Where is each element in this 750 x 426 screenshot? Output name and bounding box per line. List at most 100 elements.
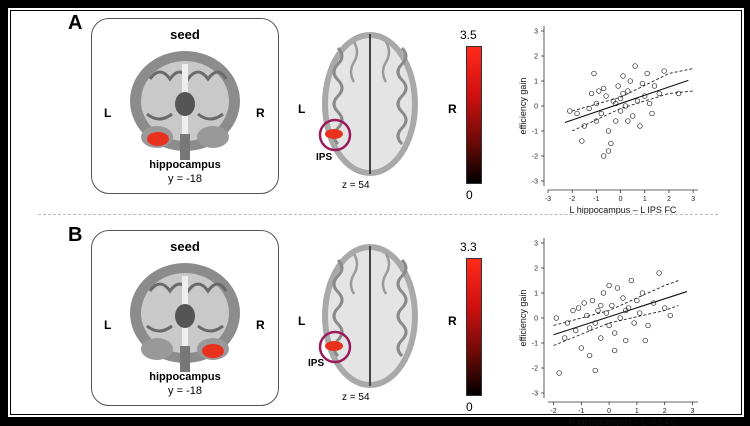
data-point [622,103,629,109]
right-hemi-label: R [256,318,265,332]
y-tick-label: 2 [534,266,538,273]
data-point [603,93,609,99]
data-point [613,100,619,107]
data-point [598,110,604,117]
right-hemi-label: R [256,106,265,120]
seed-roi-left-hippocampus [147,132,169,146]
roi-label: hippocampus [149,371,221,383]
x-tick-label: 2 [667,196,671,203]
ips-activation [325,129,343,139]
data-point [630,113,636,119]
x-tick-label: -1 [593,196,599,203]
y-tick-label: 2 [534,54,538,61]
data-point [645,322,651,329]
left-hemi-label: L [104,318,112,332]
data-point [651,83,658,89]
data-point [625,118,631,124]
panel-label: A [68,12,83,34]
data-point [667,312,673,319]
data-point [600,85,607,92]
data-point [589,297,596,304]
fit-line [564,79,689,123]
data-point [591,70,597,77]
data-point [605,128,612,134]
data-point [579,138,585,144]
colorbar-min: 0 [466,400,473,414]
data-point [639,290,646,296]
data-point [650,300,657,306]
colorbar [466,258,482,396]
x-tick-label: 3 [691,196,695,203]
data-point [642,337,648,344]
seed-title: seed [170,27,200,42]
data-point [617,95,624,102]
seed-roi-right-hippocampus [202,344,224,358]
data-point [617,315,623,321]
colorbar-max: 3.3 [460,240,477,254]
data-point [656,270,662,276]
fit-line [553,291,688,336]
data-point [603,310,609,316]
x-axis-label: R hippocampus – L IPS FC [569,417,678,426]
y-tick-label: 3 [534,29,538,36]
y-tick-label: -2 [532,154,538,161]
data-point [639,80,646,87]
ips-label: IPS [316,152,333,163]
coronal-brain-image [130,51,240,160]
data-point [587,325,593,331]
data-point [592,367,598,374]
x-tick-label: 3 [690,408,694,415]
y-axis-label: efficiency gain [518,290,528,347]
y-tick-label: 1 [534,79,538,86]
data-point [593,100,600,107]
data-point [634,297,640,304]
data-point [637,123,643,129]
axial-brain-image [318,244,418,388]
colorbar-max: 3.5 [460,28,477,42]
y-tick-label: -1 [532,129,538,136]
data-point [617,108,624,114]
data-point [578,345,584,351]
data-point [586,105,592,112]
colorbar-min: 0 [466,188,473,202]
data-point [632,63,638,69]
x-tick-label: -1 [578,408,584,415]
x-tick-label: 1 [635,408,639,415]
data-point [575,305,582,311]
data-point [606,322,612,329]
roi-label: hippocampus [149,159,221,171]
data-point [605,148,612,154]
data-point [661,68,667,74]
data-point [562,335,568,341]
ci-lower-line [553,305,679,346]
data-point [556,370,562,376]
y-tick-label: 0 [534,316,538,323]
axial-left-label: L [298,102,306,116]
data-point [592,320,598,326]
x-tick-label: -3 [545,196,551,203]
data-point [620,73,626,79]
data-point [627,78,633,84]
data-point [598,335,604,341]
seed-title: seed [170,239,200,254]
data-point [553,315,559,321]
x-tick-label: -2 [569,196,575,203]
x-axis-label: L hippocampus – L IPS FC [570,205,677,214]
x-tick-label: -2 [550,408,556,415]
data-point [625,88,631,94]
scatter-plot-a: -3 -2 -1 0 1 2 3 -3 -2 -1 0 1 2 3 L hippocampus – L IP… [518,26,698,214]
axial-left-label: L [298,314,306,328]
data-point [567,108,573,114]
seed-box: seed hippocampus y = -18 [91,18,279,194]
data-point [642,93,648,99]
axial-right-label: R [448,102,457,116]
data-point [600,153,607,159]
y-tick-label: -2 [532,366,538,373]
data-point [613,118,619,124]
data-point [644,70,650,77]
y-tick-label: -3 [532,179,538,186]
data-point [637,310,643,316]
colorbar [466,46,482,184]
x-tick-label: 1 [643,196,647,203]
coord-label: y = -18 [168,173,202,185]
